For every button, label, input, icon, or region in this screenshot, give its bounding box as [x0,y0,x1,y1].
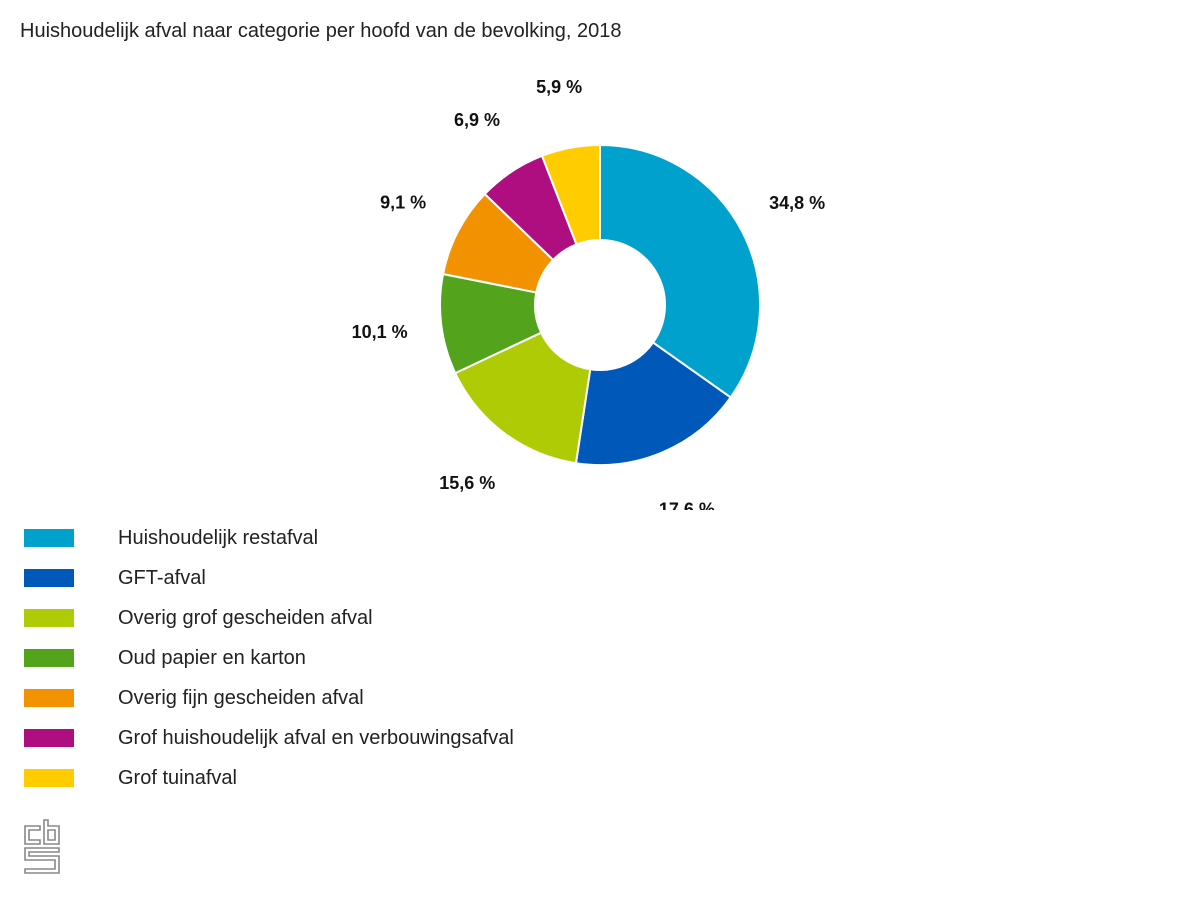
legend-item: Huishoudelijk restafval [24,518,514,558]
legend-item: Overig grof gescheiden afval [24,598,514,638]
data-label: 17,6 % [659,499,715,510]
legend-item: Grof tuinafval [24,758,514,798]
data-label: 34,8 % [769,193,825,213]
data-label: 9,1 % [380,192,426,212]
data-label: 10,1 % [352,322,408,342]
legend-item: Oud papier en karton [24,638,514,678]
donut-slice [574,341,733,466]
legend-label: Huishoudelijk restafval [118,526,319,549]
data-label: 15,6 % [439,473,495,493]
legend-item: GFT-afval [24,558,514,598]
data-label: 5,9 % [536,77,582,97]
legend-swatch [24,529,74,547]
legend-swatch [24,689,74,707]
data-label: 6,9 % [454,110,500,130]
cbs-logo [24,819,60,874]
donut-slice [540,143,601,246]
legend-label: Grof tuinafval [118,766,237,789]
legend-swatch [24,769,74,787]
legend-swatch [24,729,74,747]
donut-slice [599,143,761,399]
legend-item: Overig fijn gescheiden afval [24,678,514,718]
legend-swatch [24,649,74,667]
legend-swatch [24,569,74,587]
donut-slice [453,331,592,465]
legend-label: Overig fijn gescheiden afval [118,686,364,709]
legend-label: Oud papier en karton [118,646,306,669]
legend: Huishoudelijk restafval GFT-afval Overig g… [24,518,514,798]
legend-label: Overig grof gescheiden afval [118,606,373,629]
legend-swatch [24,609,74,627]
donut-chart: 34,8 % 17,6 % 15,6 % 10,1 % 9,1 % 6,9 % 5,9 % [352,77,826,510]
legend-item: Grof huishoudelijk afval en verbouwingsa… [24,718,514,758]
legend-label: Grof huishoudelijk afval en verbouwingsa… [118,726,514,749]
legend-label: GFT-afval [118,566,206,589]
chart-title: Huishoudelijk afval naar categorie per h… [20,20,622,42]
